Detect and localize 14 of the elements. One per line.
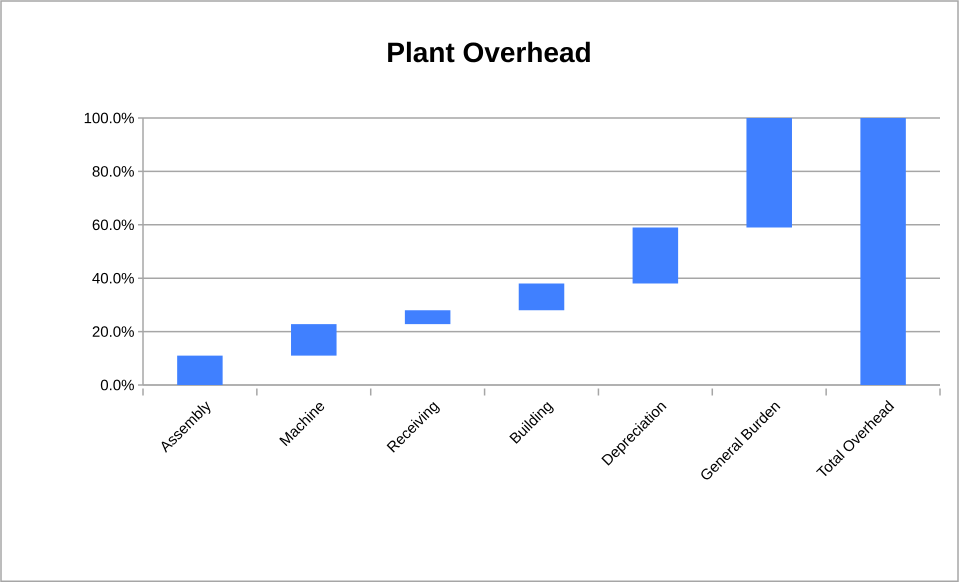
chart-title: Plant Overhead xyxy=(388,42,590,62)
y-tick-label: 60.0% xyxy=(92,219,134,230)
bar xyxy=(177,356,223,385)
bar xyxy=(404,310,450,324)
bar xyxy=(632,227,678,284)
bar xyxy=(291,324,337,356)
bar xyxy=(746,118,792,228)
y-tick-label: 100.0% xyxy=(84,112,134,124)
bar xyxy=(518,284,564,310)
y-tick-label: 0.0% xyxy=(100,380,134,390)
y-tick-label: 20.0% xyxy=(92,326,134,337)
y-tick-label: 40.0% xyxy=(92,272,134,284)
y-tick-label: 80.0% xyxy=(92,166,134,177)
bar xyxy=(860,118,906,385)
